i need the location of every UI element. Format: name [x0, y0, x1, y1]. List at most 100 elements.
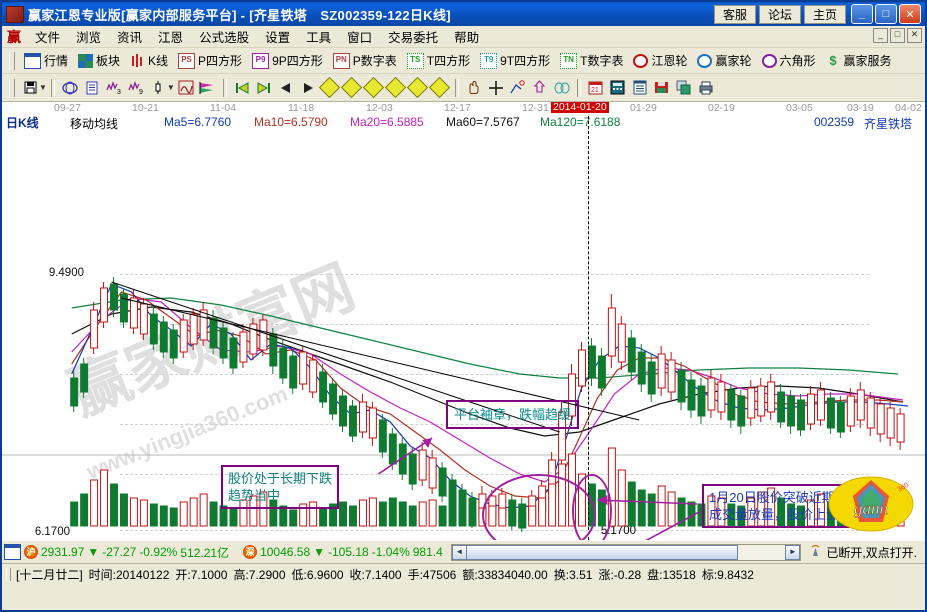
- minimize-icon[interactable]: _: [851, 4, 873, 24]
- stock-code: 002359: [814, 115, 855, 129]
- copy-icon[interactable]: [674, 78, 694, 98]
- price-label-mid: 6.1700: [34, 526, 70, 538]
- colorchart-icon[interactable]: [198, 78, 218, 98]
- toolbar-button-winner-wheel[interactable]: 赢家轮: [692, 52, 756, 69]
- highlight-ellipse-breakout: [572, 474, 612, 540]
- last-icon[interactable]: [254, 78, 274, 98]
- toolbar-button-hexagon[interactable]: 六角形: [757, 52, 821, 69]
- toolbar-label-9t-square: 9T四方形: [500, 54, 551, 68]
- connection-status[interactable]: 已断开,双点打开.: [809, 544, 925, 561]
- draw-icon[interactable]: [508, 78, 528, 98]
- mdi-close-icon[interactable]: ✕: [907, 28, 922, 43]
- menu-item-news[interactable]: 资讯: [117, 31, 143, 45]
- floppy-icon[interactable]: [652, 78, 672, 98]
- toolbar-label-quotes: 行情: [44, 54, 69, 68]
- date-tick-7: 01-29: [630, 102, 657, 114]
- zoom1-icon[interactable]: [319, 76, 341, 99]
- menu-item-file[interactable]: 文件: [35, 31, 61, 45]
- next-icon[interactable]: [298, 78, 318, 98]
- zoom2-icon[interactable]: [341, 76, 363, 99]
- p9-icon: P9: [252, 52, 270, 69]
- menu-item-formula-screening[interactable]: 公式选股: [199, 31, 250, 45]
- market-grid-icon[interactable]: [4, 544, 21, 560]
- dropdown-caret-icon[interactable]: ▼: [39, 83, 47, 92]
- homepage-button[interactable]: 主页: [804, 4, 846, 24]
- toolbar-grip[interactable]: [9, 51, 15, 70]
- chart-area[interactable]: 赢家财富网 www.yingjia360.com QQ:1731457646 0…: [2, 102, 925, 540]
- date-tick-4: 12-03: [366, 102, 393, 114]
- save-icon[interactable]: [20, 78, 40, 98]
- main-toolbar: 行情 板块 K线 PS P四方形 P9 9P四方形 PN P数字表 TS T四方…: [2, 48, 925, 74]
- toolbar-button-t-square[interactable]: TS T四方形: [402, 52, 475, 69]
- annotation-downtrend-line1: 股价处于长期下跌: [228, 471, 333, 486]
- secondary-toolbar: ▼ 3 9 ▼: [2, 74, 925, 102]
- menu-item-trade[interactable]: 交易委托: [388, 31, 439, 45]
- date-tick-3: 11-18: [288, 102, 315, 114]
- prev-icon[interactable]: [276, 78, 296, 98]
- hexagon-icon: [761, 53, 777, 68]
- toolbar2-grip[interactable]: [9, 78, 15, 97]
- menu-item-settings[interactable]: 设置: [265, 31, 291, 45]
- brain-icon[interactable]: [552, 78, 572, 98]
- lunar-date: [十二月廿二]: [16, 567, 83, 582]
- menu-item-help[interactable]: 帮助: [454, 31, 480, 45]
- mdi-restore-icon[interactable]: □: [890, 28, 905, 43]
- toolbar-button-gann-wheel[interactable]: 江恩轮: [628, 52, 692, 69]
- crosshair-icon[interactable]: [486, 78, 506, 98]
- toolbar-button-9p-square[interactable]: P9 9P四方形: [247, 52, 328, 69]
- scroll-right-icon[interactable]: ►: [785, 544, 801, 560]
- calendar-icon[interactable]: 21: [586, 78, 606, 98]
- toolbar-button-kline[interactable]: K线: [125, 52, 173, 69]
- scroll-left-icon[interactable]: ◄: [451, 544, 467, 560]
- menu-item-browse[interactable]: 浏览: [76, 31, 102, 45]
- first-icon[interactable]: [232, 78, 252, 98]
- toolbar-button-p-square[interactable]: PS P四方形: [173, 52, 247, 69]
- overlay-icon[interactable]: [60, 78, 80, 98]
- toolbar-button-winner-service[interactable]: $ 赢家服务: [821, 52, 897, 69]
- maximize-icon[interactable]: □: [875, 4, 897, 24]
- ma-title: 移动均线: [70, 117, 119, 131]
- shenzhen-index-amount: 981.4: [412, 545, 443, 559]
- horizontal-scrollbar[interactable]: ◄ ►: [450, 543, 802, 561]
- date-axis: 09-27 10-21 11-04 11-18 12-03 12-17 12-3…: [2, 102, 925, 115]
- zoom6-icon[interactable]: [429, 76, 451, 99]
- customer-service-button[interactable]: 客服: [714, 4, 756, 24]
- zoom5-icon[interactable]: [407, 76, 429, 99]
- toolbar-button-quotes[interactable]: 行情: [19, 52, 73, 69]
- toolbar-label-winner-service: 赢家服务: [843, 54, 892, 68]
- annotation-downtrend-line2: 趋势当中: [228, 488, 281, 503]
- scroll-thumb[interactable]: [465, 544, 738, 560]
- shanghai-index-pct: -0.92%: [139, 545, 178, 559]
- ma10-value: Ma10=6.5790: [254, 115, 328, 129]
- dropdown-caret2-icon[interactable]: ▼: [166, 83, 175, 92]
- hand-icon[interactable]: [464, 78, 484, 98]
- index-status-bar: 沪 2931.97 ▼ -27.27 -0.92% 512.21亿 深 1004…: [2, 540, 925, 563]
- zoom4-icon[interactable]: [385, 76, 407, 99]
- zoom3-icon[interactable]: [363, 76, 385, 99]
- forum-button[interactable]: 论坛: [759, 4, 801, 24]
- menu-item-gann[interactable]: 江恩: [158, 31, 184, 45]
- formula-icon[interactable]: [176, 78, 196, 98]
- menu-item-window[interactable]: 窗口: [347, 31, 373, 45]
- panel-label-kline: 日K线: [6, 116, 39, 130]
- doc-icon[interactable]: [82, 78, 102, 98]
- toolbar-button-sectors[interactable]: 板块: [73, 52, 125, 69]
- print-icon[interactable]: [696, 78, 716, 98]
- close-icon[interactable]: ✕: [899, 4, 921, 24]
- info-benchmark: 标:9.8432: [701, 567, 754, 582]
- mdi-minimize-icon[interactable]: _: [873, 28, 888, 43]
- wave3-icon[interactable]: 3: [104, 78, 124, 98]
- wave9-icon[interactable]: 9: [126, 78, 146, 98]
- menu-item-tools[interactable]: 工具: [306, 31, 332, 45]
- toolbar-button-9t-square[interactable]: T9 9T四方形: [475, 52, 555, 69]
- shenzhen-index-pct: -1.04%: [371, 545, 410, 559]
- toolbar-button-t-number-table[interactable]: TN T数字表: [555, 52, 628, 69]
- toolbar-button-p-number-table[interactable]: PN P数字表: [328, 52, 402, 69]
- calc-icon[interactable]: [608, 78, 628, 98]
- gann360-logo-icon: gann 360: [827, 474, 915, 534]
- report-icon[interactable]: [630, 78, 650, 98]
- candle-icon[interactable]: [148, 78, 168, 98]
- tree-icon[interactable]: [530, 78, 550, 98]
- ma20-value: Ma20=6.5885: [350, 115, 424, 129]
- annotation-downtrend: 股价处于长期下跌 趋势当中: [221, 465, 340, 509]
